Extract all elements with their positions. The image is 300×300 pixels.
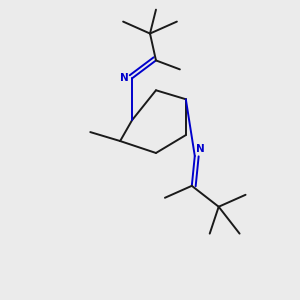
Text: N: N: [196, 145, 205, 154]
Text: N: N: [120, 73, 128, 83]
